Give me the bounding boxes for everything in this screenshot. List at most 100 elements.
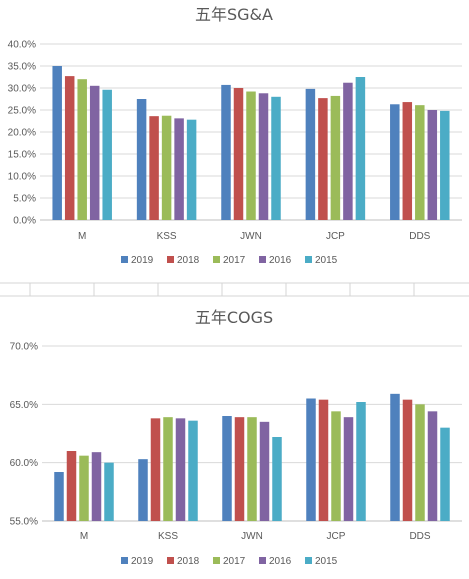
bar-jcp-2015 bbox=[355, 77, 366, 220]
legend-label: 2017 bbox=[223, 556, 246, 567]
bar-dds-2017 bbox=[415, 404, 425, 521]
x-axis-categories: M KSS JWN JCP DDS bbox=[80, 531, 431, 542]
legend-label: 2018 bbox=[177, 255, 200, 266]
y-tick-label: 10.0% bbox=[8, 172, 36, 183]
bar-kss-2018 bbox=[149, 116, 159, 220]
bar-dds-2016 bbox=[427, 110, 438, 220]
x-category-label: DDS bbox=[409, 231, 430, 242]
legend-label: 2016 bbox=[269, 556, 292, 567]
bar-jcp-2018 bbox=[318, 98, 328, 220]
y-axis-ticks: 55.0% 60.0% 65.0% 70.0% bbox=[10, 342, 38, 528]
bar-m-2016 bbox=[91, 452, 102, 521]
cogs-chart: 五年COGS 55.0% 60.0% 65.0% 70.0% M KSS JWN JCP DD… bbox=[10, 308, 462, 567]
bar-jcp-2016 bbox=[343, 82, 353, 220]
bar-jcp-2016 bbox=[343, 417, 354, 521]
chart-title: 五年SG&A bbox=[195, 5, 273, 24]
bar-dds-2015 bbox=[440, 427, 450, 521]
bar-kss-2015 bbox=[188, 420, 198, 521]
bar-dds-2019 bbox=[390, 104, 400, 220]
y-tick-label: 20.0% bbox=[8, 128, 36, 139]
bar-jcp-2017 bbox=[330, 95, 341, 220]
y-tick-label: 0.0% bbox=[13, 216, 36, 227]
legend-label: 2015 bbox=[315, 255, 338, 266]
bars bbox=[54, 393, 450, 521]
legend: 2019 2018 2017 2016 2015 bbox=[121, 255, 338, 266]
y-tick-label: 25.0% bbox=[8, 106, 36, 117]
bar-dds-2017 bbox=[415, 105, 425, 220]
legend-swatch bbox=[121, 256, 128, 263]
bar-dds-2018 bbox=[402, 102, 413, 220]
legend-swatch bbox=[213, 256, 220, 263]
bar-jcp-2019 bbox=[306, 398, 316, 521]
x-category-label: M bbox=[78, 231, 86, 242]
bar-jwn-2019 bbox=[222, 416, 232, 521]
bar-jwn-2017 bbox=[247, 417, 257, 521]
x-category-label: KSS bbox=[158, 531, 178, 542]
y-axis-ticks: 0.0% 5.0% 10.0% 15.0% 20.0% 25.0% 30.0% 35.0% 40… bbox=[8, 40, 36, 227]
legend-swatch bbox=[305, 557, 312, 564]
bar-jwn-2018 bbox=[233, 88, 244, 220]
bar-dds-2016 bbox=[427, 411, 438, 521]
bar-m-2018 bbox=[64, 76, 75, 221]
y-tick-label: 35.0% bbox=[8, 62, 36, 73]
legend-label: 2015 bbox=[315, 556, 338, 567]
bar-jwn-2018 bbox=[234, 417, 245, 521]
bar-jwn-2017 bbox=[246, 91, 256, 221]
bar-jwn-2015 bbox=[272, 437, 282, 521]
bar-jwn-2015 bbox=[271, 96, 281, 220]
bar-kss-2016 bbox=[175, 418, 186, 521]
bar-m-2016 bbox=[89, 85, 100, 220]
legend: 2019 2018 2017 2016 2015 bbox=[121, 556, 338, 567]
legend-label: 2017 bbox=[223, 255, 246, 266]
legend-swatch bbox=[259, 256, 266, 263]
bar-dds-2018 bbox=[402, 399, 413, 521]
bar-kss-2017 bbox=[163, 417, 173, 521]
y-tick-label: 40.0% bbox=[8, 40, 36, 51]
bar-dds-2015 bbox=[440, 110, 450, 220]
x-category-label: JWN bbox=[240, 231, 262, 242]
sga-chart: 五年SG&A 0.0% 5.0% 10.0% 15.0% 20.0% 25.0% 30.0%… bbox=[8, 5, 462, 266]
y-tick-label: 60.0% bbox=[10, 458, 38, 469]
y-tick-label: 65.0% bbox=[10, 400, 38, 411]
bar-m-2015 bbox=[102, 89, 112, 220]
legend-swatch bbox=[305, 256, 312, 263]
bar-dds-2019 bbox=[390, 393, 400, 521]
bar-kss-2016 bbox=[174, 118, 184, 220]
legend-swatch bbox=[167, 256, 174, 263]
bar-kss-2018 bbox=[150, 418, 161, 521]
x-category-label: DDS bbox=[409, 531, 430, 542]
bars bbox=[52, 66, 450, 221]
bar-m-2018 bbox=[66, 451, 77, 521]
bar-m-2017 bbox=[77, 79, 87, 220]
bar-kss-2017 bbox=[161, 115, 172, 220]
x-axis-categories: M KSS JWN JCP DDS bbox=[78, 231, 431, 242]
legend-swatch bbox=[259, 557, 266, 564]
bar-m-2017 bbox=[79, 455, 89, 521]
bar-kss-2015 bbox=[186, 119, 197, 220]
y-tick-label: 55.0% bbox=[10, 517, 38, 528]
x-category-label: JCP bbox=[326, 231, 345, 242]
legend-swatch bbox=[121, 557, 128, 564]
bar-jcp-2017 bbox=[331, 411, 341, 521]
chart-title: 五年COGS bbox=[195, 308, 273, 327]
x-category-label: JWN bbox=[241, 531, 263, 542]
bar-kss-2019 bbox=[138, 459, 148, 521]
legend-label: 2019 bbox=[131, 255, 154, 266]
bar-jcp-2018 bbox=[318, 399, 329, 521]
bar-jwn-2016 bbox=[259, 421, 270, 521]
bar-jwn-2019 bbox=[221, 84, 231, 220]
bar-jcp-2015 bbox=[356, 402, 366, 521]
legend-swatch bbox=[167, 557, 174, 564]
legend-label: 2018 bbox=[177, 556, 200, 567]
bar-m-2019 bbox=[52, 66, 62, 220]
bar-jcp-2019 bbox=[305, 88, 316, 220]
x-category-label: JCP bbox=[327, 531, 346, 542]
bar-kss-2019 bbox=[136, 99, 147, 220]
y-tick-label: 70.0% bbox=[10, 342, 38, 353]
x-category-label: KSS bbox=[157, 231, 177, 242]
y-tick-label: 5.0% bbox=[13, 194, 36, 205]
y-tick-label: 15.0% bbox=[8, 150, 36, 161]
sheet-gridline bbox=[0, 282, 469, 297]
x-category-label: M bbox=[80, 531, 88, 542]
